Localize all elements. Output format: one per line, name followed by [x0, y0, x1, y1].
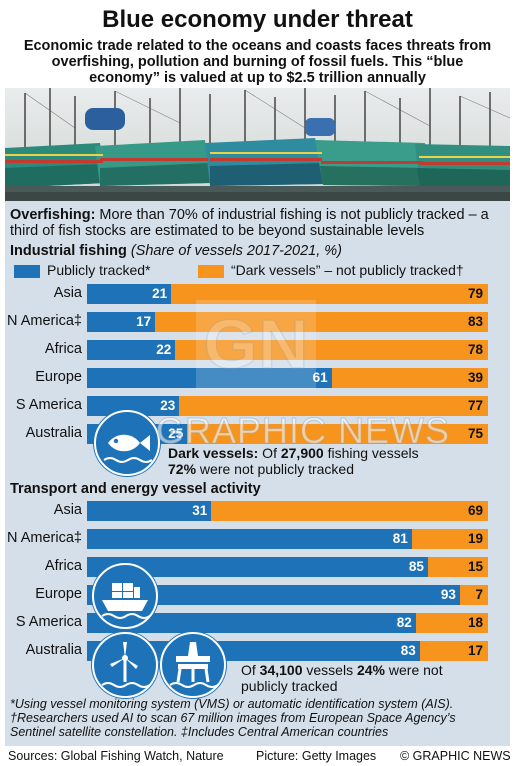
legend-dark-swatch — [198, 265, 224, 278]
legend-tracked-label: Publicly tracked* — [47, 262, 151, 278]
fishing-category-label: Europe — [35, 369, 82, 385]
chart1-title: Industrial fishing — [10, 243, 127, 259]
transport-category-label: S America — [15, 614, 82, 630]
transport-bar-dark — [211, 501, 488, 521]
transport-bar-dark — [411, 529, 488, 549]
transport-bar-tracked — [87, 613, 416, 633]
brand-credit: © GRAPHIC NEWS — [400, 749, 511, 763]
transport-value-dark: 17 — [467, 643, 483, 658]
transport-bar-dark — [459, 585, 488, 605]
fishing-value-dark: 77 — [467, 398, 483, 413]
fishing-bar-tracked — [87, 340, 176, 360]
fishing-value-dark: 79 — [467, 286, 483, 301]
fishing-value-dark: 75 — [467, 426, 483, 441]
page-title: Blue economy under threat — [102, 6, 413, 33]
chart2-title: Transport and energy vessel activity — [10, 481, 261, 497]
transport-note: Of 34,100 vessels 24% were not publicly … — [241, 662, 443, 694]
transport-value-dark: 19 — [467, 531, 483, 546]
transport-category-label: Africa — [44, 558, 82, 574]
fishing-category-label: Asia — [53, 285, 82, 301]
footnotes: *Using vessel monitoring system (VMS) or… — [10, 697, 505, 739]
transport-bar-tracked — [87, 557, 428, 577]
sources-text: Sources: Global Fishing Watch, Nature — [8, 749, 224, 763]
picture-credit: Picture: Getty Images — [256, 749, 377, 763]
legend-tracked-swatch — [14, 265, 40, 278]
fishing-value-dark: 78 — [467, 342, 483, 357]
fishing-category-label: Africa — [44, 341, 82, 357]
intro-bold: Overfishing: — [10, 207, 96, 223]
note2-bold2: 24% — [356, 662, 385, 678]
fishing-bar-dark — [175, 340, 488, 360]
fishing-bar-dark — [171, 284, 488, 304]
fishing-value-tracked: 25 — [168, 426, 184, 441]
note2-text1: Of — [241, 662, 260, 678]
footnote-3: Sentinel satellite constellation. ‡Inclu… — [10, 725, 389, 739]
footnote-1: *Using vessel monitoring system (VMS) or… — [10, 697, 454, 711]
fishing-bar-dark — [155, 312, 488, 332]
transport-value-tracked: 82 — [396, 615, 412, 630]
transport-bar-dark — [419, 641, 488, 661]
fishing-category-label: N America‡ — [7, 313, 82, 329]
fishing-value-dark: 39 — [467, 370, 483, 385]
fishing-bar-tracked — [87, 312, 156, 332]
transport-category-label: N America‡ — [7, 530, 82, 546]
chart1-subtitle: (Share of vessels 2017-2021, %) — [130, 243, 343, 259]
fish-icon — [94, 410, 160, 476]
cargo-ship-icon — [92, 563, 158, 629]
transport-value-tracked: 31 — [192, 503, 208, 518]
fishing-bar-dark — [331, 368, 488, 388]
transport-value-dark: 69 — [467, 503, 483, 518]
oil-rig-icon — [160, 632, 226, 698]
footnote-2: †Researchers used AI to scan 67 million … — [10, 711, 456, 725]
note1-text2: fishing vessels — [323, 445, 419, 461]
transport-bar-tracked — [87, 501, 212, 521]
legend-dark-label: “Dark vessels” – not publicly tracked† — [231, 262, 464, 278]
chart2-heading: Transport and energy vessel activity — [10, 481, 261, 497]
note1-bold1: Dark vessels: — [168, 445, 259, 461]
fishing-bar-dark — [179, 396, 488, 416]
overfishing-intro: Overfishing: More than 70% of industrial… — [10, 207, 505, 239]
note2-text3: were not — [385, 662, 443, 678]
fishing-bar-dark — [187, 424, 488, 444]
fishing-value-dark: 83 — [467, 314, 483, 329]
fishing-value-tracked: 23 — [160, 398, 176, 413]
transport-category-label: Asia — [53, 502, 82, 518]
note1-bold2: 27,900 — [280, 445, 324, 461]
fishing-value-tracked: 61 — [312, 370, 328, 385]
intro-text: More than 70% of industrial fishing is n… — [10, 207, 489, 239]
harbour-photo — [5, 88, 510, 201]
fishing-category-label: S America — [15, 397, 82, 413]
dark-vessels-note: Dark vessels: Of 27,900 fishing vessels … — [168, 445, 419, 477]
transport-value-tracked: 83 — [400, 643, 416, 658]
note1-text1: Of — [258, 445, 281, 461]
note2-text4: publicly tracked — [241, 678, 338, 694]
chart1-heading: Industrial fishing (Share of vessels 201… — [10, 243, 342, 259]
transport-value-dark: 15 — [467, 559, 483, 574]
note2-bold1: 34,100 — [259, 662, 303, 678]
transport-value-dark: 18 — [467, 615, 483, 630]
fishing-value-tracked: 17 — [136, 314, 152, 329]
fishing-value-tracked: 21 — [152, 286, 168, 301]
fishing-category-label: Australia — [25, 425, 82, 441]
transport-value-tracked: 81 — [392, 531, 408, 546]
transport-category-label: Australia — [25, 642, 82, 658]
transport-bar-tracked — [87, 585, 460, 605]
fishing-value-tracked: 22 — [156, 342, 172, 357]
fishing-bar-tracked — [87, 396, 180, 416]
transport-category-label: Europe — [35, 586, 82, 602]
transport-bar-dark — [427, 557, 488, 577]
note1-text3: were not publicly tracked — [196, 461, 354, 477]
transport-value-tracked: 93 — [440, 587, 456, 602]
transport-bar-tracked — [87, 529, 412, 549]
fishing-bar-tracked — [87, 368, 332, 388]
page-subtitle: Economic trade related to the oceans and… — [23, 38, 492, 86]
transport-value-dark: 7 — [475, 587, 483, 602]
note2-text2: vessels — [302, 662, 357, 678]
note1-bold3: 72% — [168, 461, 197, 477]
transport-bar-dark — [415, 613, 488, 633]
wind-turbine-icon — [92, 632, 158, 698]
fishing-bar-tracked — [87, 284, 172, 304]
transport-value-tracked: 85 — [408, 559, 424, 574]
